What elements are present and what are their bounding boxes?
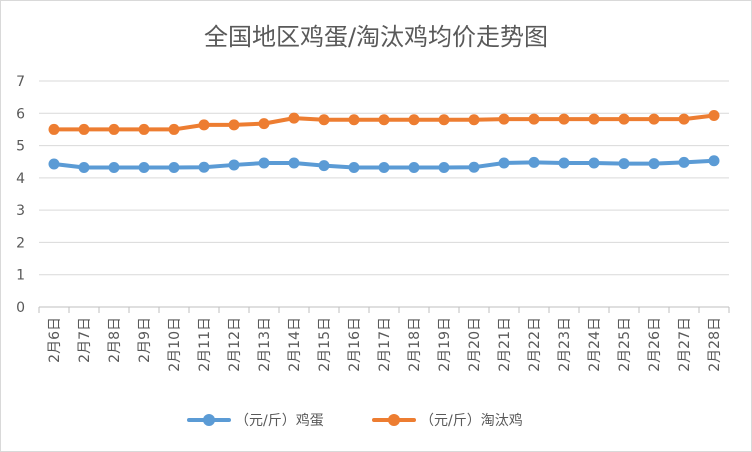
data-point xyxy=(678,113,690,125)
x-tick-label: 2月21日 xyxy=(497,317,513,372)
legend-item: （元/斤）淘汰鸡 xyxy=(372,412,523,429)
data-point xyxy=(588,157,600,169)
y-tick-label: 2 xyxy=(16,235,25,251)
data-point xyxy=(138,162,150,174)
data-point xyxy=(108,162,120,174)
x-tick-label: 2月25日 xyxy=(617,317,633,372)
gridlines xyxy=(39,80,729,308)
x-tick-label: 2月14日 xyxy=(287,317,303,372)
x-tick-label: 2月13日 xyxy=(257,317,273,372)
data-point xyxy=(108,123,120,135)
x-tick-label: 2月23日 xyxy=(557,317,573,372)
data-point xyxy=(48,158,60,170)
x-tick-label: 2月26日 xyxy=(647,317,663,372)
data-point xyxy=(408,162,420,174)
legend-marker xyxy=(203,414,215,426)
data-point xyxy=(498,113,510,125)
x-tick-label: 2月24日 xyxy=(587,317,603,372)
data-point xyxy=(258,157,270,169)
data-point xyxy=(438,162,450,174)
x-tick-label: 2月15日 xyxy=(317,317,333,372)
data-point xyxy=(438,114,450,126)
y-tick-label: 5 xyxy=(16,139,25,155)
data-point xyxy=(618,158,630,170)
data-point xyxy=(228,159,240,171)
x-tick-label: 2月20日 xyxy=(467,317,483,372)
data-point xyxy=(48,123,60,135)
legend-item: （元/斤）鸡蛋 xyxy=(187,412,324,429)
data-point xyxy=(498,157,510,169)
x-tick-label: 2月28日 xyxy=(707,317,723,372)
data-point xyxy=(708,155,720,167)
y-tick-label: 1 xyxy=(16,268,25,284)
data-point xyxy=(168,162,180,174)
legend: （元/斤）鸡蛋 （元/斤）淘汰鸡 xyxy=(187,412,523,429)
data-point xyxy=(348,162,360,174)
x-tick-label: 2月22日 xyxy=(527,317,543,372)
data-point xyxy=(198,119,210,131)
y-tick-label: 0 xyxy=(16,300,25,316)
y-tick-label: 6 xyxy=(16,106,25,122)
y-tick-label: 4 xyxy=(16,171,25,187)
data-point xyxy=(138,123,150,135)
data-point xyxy=(318,160,330,172)
chart-title: 全国地区鸡蛋/淘汰鸡均价走势图 xyxy=(204,23,548,51)
legend-marker xyxy=(388,414,400,426)
data-point xyxy=(78,162,90,174)
data-point xyxy=(378,162,390,174)
data-point xyxy=(528,113,540,125)
data-point xyxy=(708,110,720,122)
x-tick-label: 2月9日 xyxy=(137,317,153,363)
data-point xyxy=(288,157,300,169)
data-point xyxy=(378,114,390,126)
x-tick-label: 2月11日 xyxy=(197,317,213,372)
data-point xyxy=(648,158,660,170)
x-tick-label: 2月10日 xyxy=(167,317,183,372)
x-tick-label: 2月16日 xyxy=(347,317,363,372)
y-tick-label: 7 xyxy=(16,74,25,90)
x-tick-label: 2月6日 xyxy=(47,317,63,363)
data-point xyxy=(588,113,600,125)
legend-label: （元/斤）淘汰鸡 xyxy=(420,412,523,429)
data-point xyxy=(468,114,480,126)
data-point xyxy=(228,119,240,131)
series-group xyxy=(48,110,720,174)
data-point xyxy=(648,113,660,125)
data-point xyxy=(468,161,480,173)
x-tick-label: 2月12日 xyxy=(227,317,243,372)
data-point xyxy=(528,156,540,168)
data-point xyxy=(558,113,570,125)
x-tick-label: 2月17日 xyxy=(377,317,393,372)
data-point xyxy=(198,161,210,173)
x-tick-label: 2月27日 xyxy=(677,317,693,372)
data-point xyxy=(168,123,180,135)
data-point xyxy=(258,118,270,130)
x-tick-label: 2月7日 xyxy=(77,317,93,363)
data-point xyxy=(678,156,690,168)
data-point xyxy=(618,113,630,125)
data-point xyxy=(318,114,330,126)
data-point xyxy=(78,123,90,135)
data-point xyxy=(288,112,300,124)
legend-label: （元/斤）鸡蛋 xyxy=(235,412,324,429)
series-1 xyxy=(48,155,720,174)
x-tick-label: 2月18日 xyxy=(407,317,423,372)
series-2 xyxy=(48,110,720,135)
y-tick-label: 3 xyxy=(16,203,25,219)
x-tick-label: 2月19日 xyxy=(437,317,453,372)
y-axis: 0 1 2 3 4 5 6 7 xyxy=(16,74,25,316)
data-point xyxy=(408,114,420,126)
data-point xyxy=(348,114,360,126)
x-axis: 2月6日 2月7日 2月8日 2月9日 2月10日 2月11日 2月12日 2月13日 2月14… xyxy=(38,307,730,372)
x-tick-label: 2月8日 xyxy=(107,317,123,363)
data-point xyxy=(558,157,570,169)
